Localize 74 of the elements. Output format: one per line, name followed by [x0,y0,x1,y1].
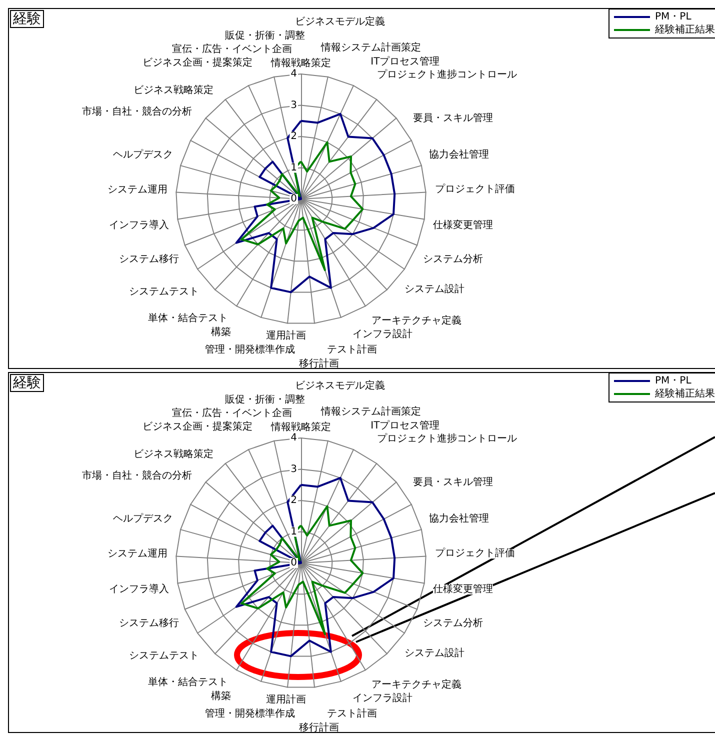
spoke-label: システム分析 [422,253,483,265]
spoke-label: インフラ設計 [352,328,413,340]
spoke-label: ITプロセス管理 [370,55,440,68]
spoke-label: ビジネス企画・提案策定 [142,56,253,68]
spoke-label: ビジネス戦略策定 [133,448,214,460]
spoke-label: システム運用 [107,184,168,196]
spoke-label: システムテスト [128,650,199,662]
chart-title: 経験 [12,375,41,391]
y-tick-label: 4 [290,68,297,80]
spoke-label: ITプロセス管理 [370,419,440,432]
spoke-label: プロジェクト進捗コントロール [376,68,517,81]
y-tick-label: 1 [290,526,297,538]
y-tick-label: 3 [290,464,297,475]
spoke-label: 単体・結合テスト [148,676,228,688]
spoke-label: インフラ設計 [352,692,413,704]
spoke-label: ビジネスモデル定義 [294,380,385,392]
legend-label: 経験補正結果 [654,388,715,400]
legend-label: PM・PL [655,12,692,22]
y-tick-label: 2 [290,495,297,506]
legend-label: PM・PL [655,376,692,386]
spoke-label: 仕様変更管理 [432,583,493,596]
spoke-label: プロジェクト評価 [435,547,516,560]
spoke-label: 情報戦略策定 [270,57,331,69]
spoke-label: 移行計画 [298,722,339,734]
spoke-label: プロジェクト評価 [435,183,516,196]
spoke-label: 仕様変更管理 [432,219,493,232]
spoke-label: 単体・結合テスト [148,312,228,324]
spoke-label: 情報システム計画策定 [320,406,421,418]
y-tick-label: 0 [290,558,297,568]
y-tick-label: 2 [290,131,297,142]
y-tick-label: 4 [290,432,297,444]
spoke-label: 宣伝・広告・イベント企画 [172,407,292,420]
legend-label: 経験補正結果 [654,24,715,36]
spoke-label: 管理・開発標準作成 [205,343,296,356]
spoke-label: ヘルプデスク [112,512,173,525]
spoke-label: 要員・スキル管理 [412,113,493,124]
spoke-label: システム分析 [422,617,483,629]
spoke-label: テスト計画 [326,708,377,720]
spoke-label: システム運用 [107,548,168,560]
spoke-label: 情報戦略策定 [270,421,331,433]
chart-title: 経験 [12,11,41,27]
spoke-label: 協力会社管理 [429,512,490,525]
spoke-label: 運用計画 [266,694,306,706]
spoke-label: 要員・スキル管理 [412,477,493,488]
spoke-label: 市場・自社・競合の分析 [82,106,192,118]
spoke-label: システム移行 [119,617,180,629]
spoke-label: アーキテクチャ定義 [372,314,462,327]
spoke-label: プロジェクト進捗コントロール [376,432,517,445]
spoke-label: インフラ導入 [109,219,170,232]
spoke-label: システム設計 [404,282,464,295]
spoke-label: 情報システム計画策定 [320,42,421,54]
spoke-label: ビジネス企画・提案策定 [142,420,253,432]
spoke-label: 構築 [210,690,231,702]
spoke-label: システムテスト [128,286,199,298]
spoke-label: インフラ導入 [109,583,170,596]
spoke-label: ヘルプデスク [112,148,173,161]
spoke-label: ビジネス戦略策定 [133,84,214,96]
spoke-label: アーキテクチャ定義 [372,678,462,691]
y-tick-label: 0 [290,194,297,204]
spoke-label: 運用計画 [266,330,306,342]
spoke-label: 販促・折衝・調整 [225,393,306,406]
y-tick-label: 3 [290,100,297,111]
spoke-label: システム移行 [119,253,180,265]
spoke-label: システム設計 [404,646,464,659]
spoke-label: 協力会社管理 [429,148,490,161]
spoke-label: 管理・開発標準作成 [205,707,296,720]
spoke-label: ビジネスモデル定義 [294,16,385,28]
spoke-label: 販促・折衝・調整 [225,29,306,42]
spoke-label: 市場・自社・競合の分析 [82,470,192,482]
spoke-label: 移行計画 [298,358,339,370]
y-tick-label: 1 [290,162,297,174]
spoke-label: テスト計画 [326,344,377,356]
spoke-label: 構築 [210,326,231,338]
spoke-label: 宣伝・広告・イベント企画 [172,43,292,56]
